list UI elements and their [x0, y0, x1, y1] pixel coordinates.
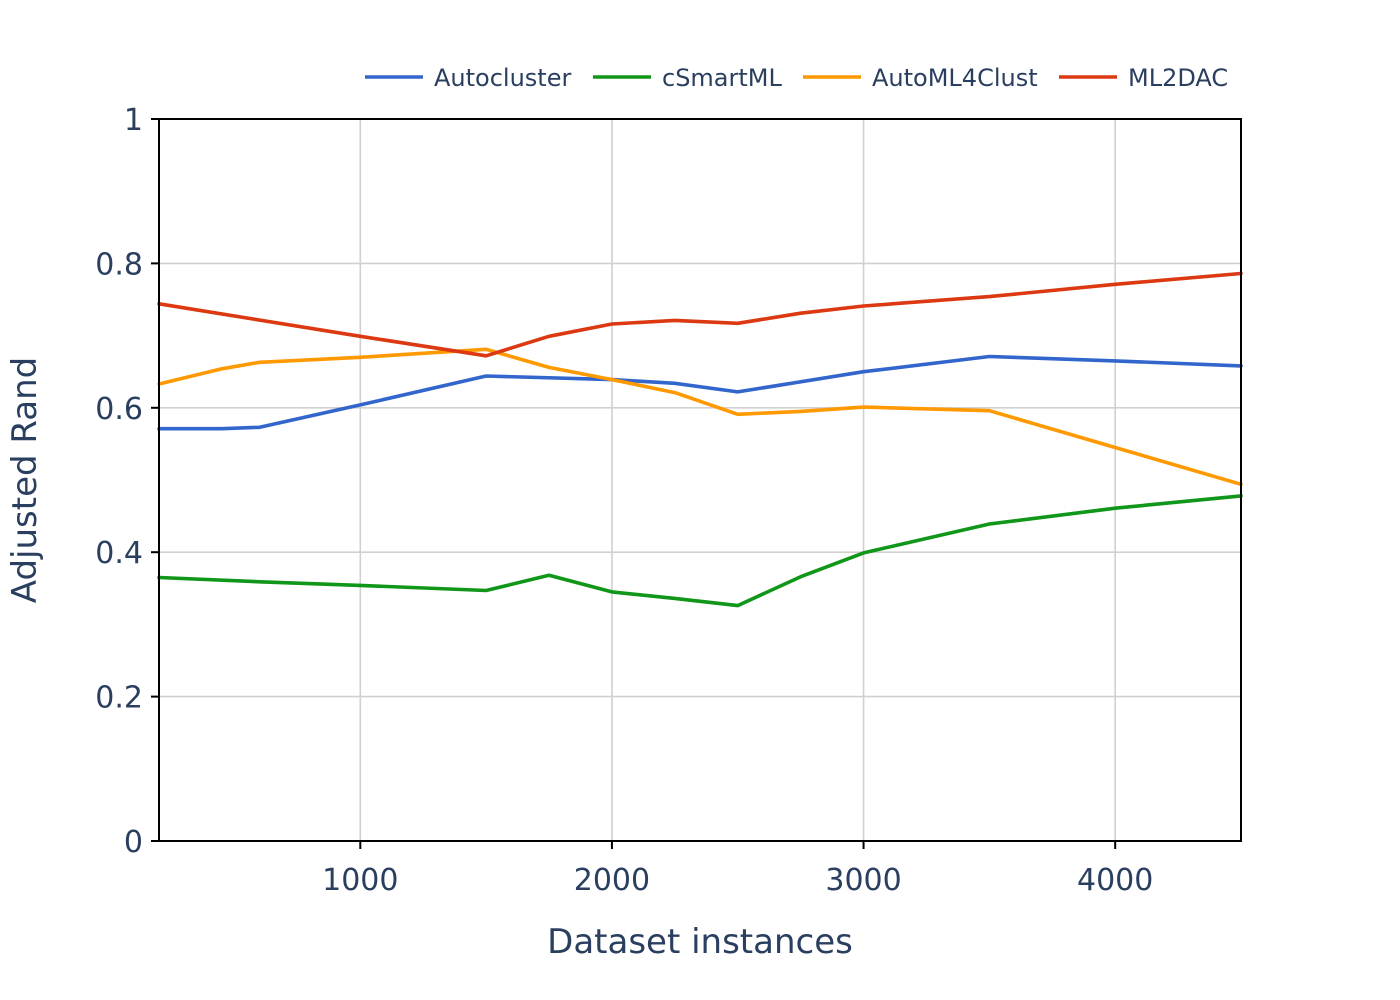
series-line-csmartml [157, 494, 1243, 608]
legend-label: AutoML4Clust [872, 64, 1038, 92]
legend-item-automl4clust[interactable]: AutoML4Clust [803, 64, 1038, 92]
x-axis-title: Dataset instances [547, 922, 853, 962]
y-axis-title: Adjusted Rand [5, 357, 45, 603]
y-tick-layer: 0 0.2 0.4 0.6 0.8 1 [95, 103, 159, 860]
legend-label: cSmartML [662, 64, 783, 92]
plot-frame [158, 118, 1242, 842]
grid-layer [159, 119, 1241, 841]
series-line-ml2dac [157, 271, 1243, 358]
x-tick-label: 1000 [322, 863, 398, 898]
y-tick-label: 0.2 [95, 681, 143, 716]
series-line-autocluster [157, 354, 1243, 431]
y-tick-label: 0.8 [95, 247, 143, 282]
x-tick-layer: 1000 2000 3000 4000 [322, 841, 1153, 898]
series-line-automl4clust [157, 347, 1243, 487]
legend-label: Autocluster [434, 64, 571, 92]
legend[interactable]: Autocluster cSmartML AutoML4Clust ML2DAC [365, 64, 1228, 92]
x-tick-label: 3000 [825, 863, 901, 898]
y-tick-label: 1 [124, 103, 143, 138]
x-tick-label: 4000 [1077, 863, 1153, 898]
legend-label: ML2DAC [1128, 64, 1228, 92]
x-tick-label: 2000 [574, 863, 650, 898]
y-tick-label: 0.4 [95, 536, 143, 571]
y-tick-label: 0 [124, 825, 143, 860]
legend-item-ml2dac[interactable]: ML2DAC [1059, 64, 1228, 92]
legend-item-csmartml[interactable]: cSmartML [593, 64, 783, 92]
y-tick-label: 0.6 [95, 392, 143, 427]
series-layer [157, 271, 1243, 608]
legend-item-autocluster[interactable]: Autocluster [365, 64, 571, 92]
